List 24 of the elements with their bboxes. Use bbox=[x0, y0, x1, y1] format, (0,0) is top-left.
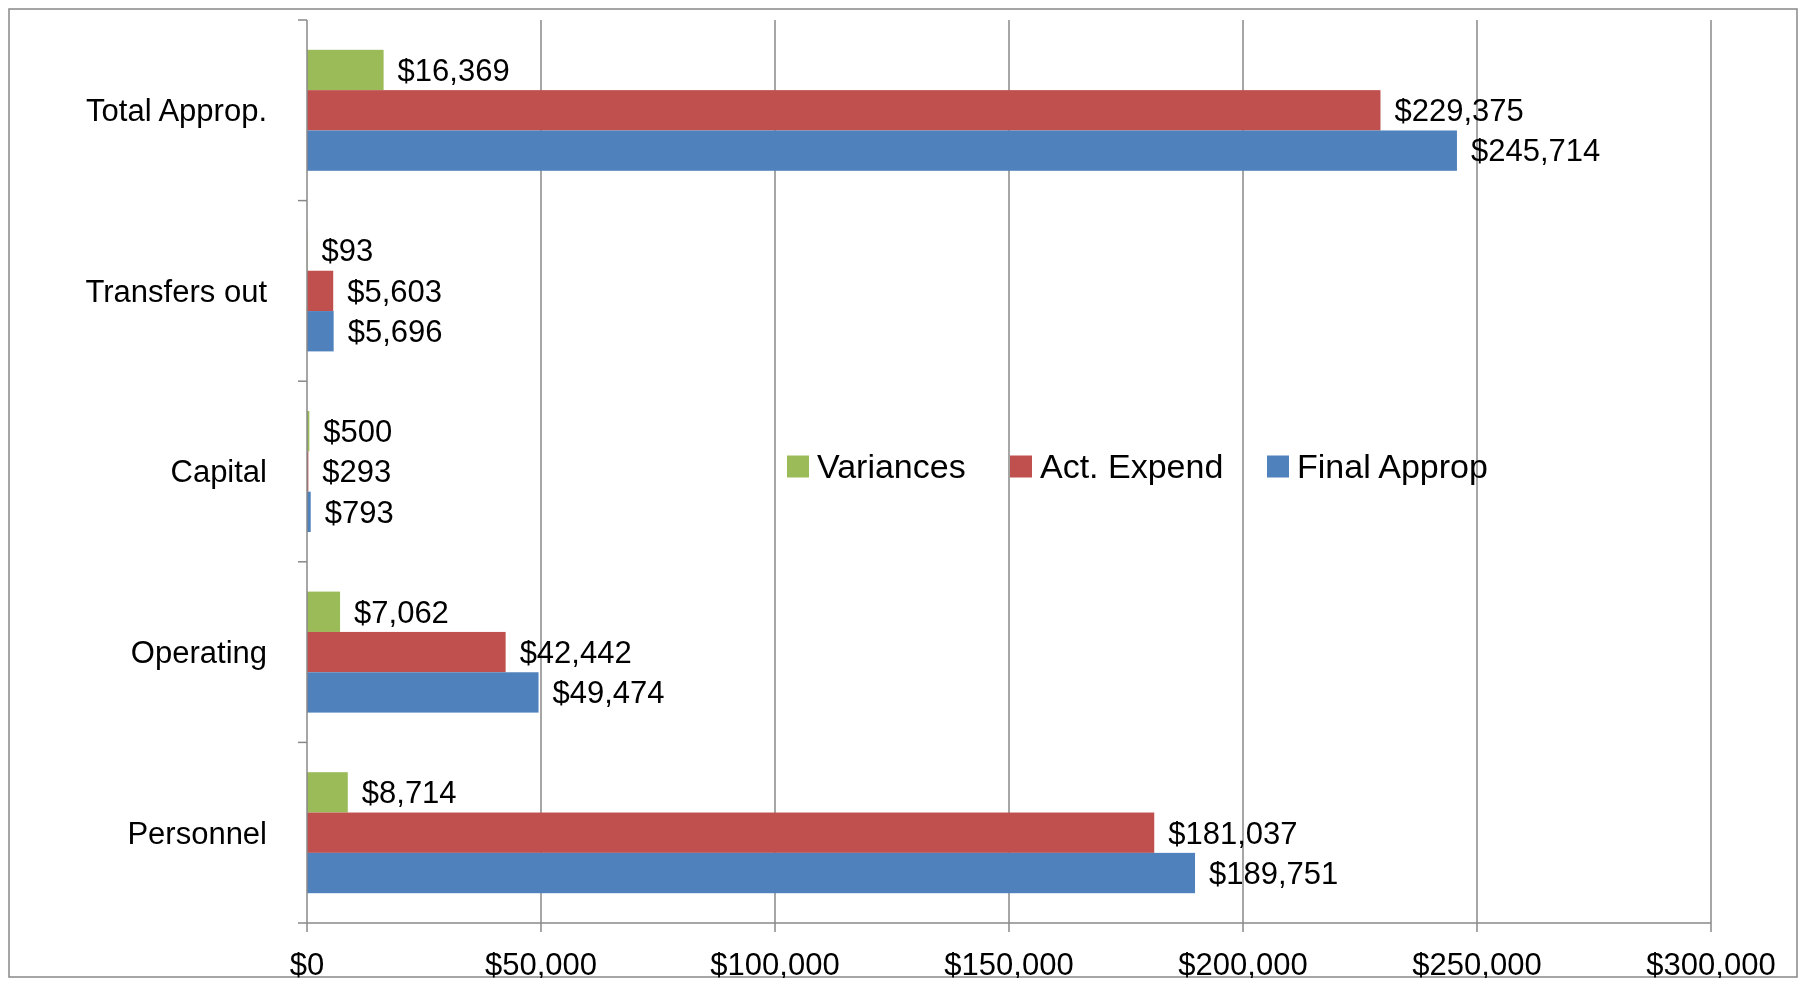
y-tick-label: Transfers out bbox=[85, 273, 268, 309]
data-label: $793 bbox=[324, 494, 394, 530]
y-tick-label: Personnel bbox=[127, 815, 267, 851]
data-label: $5,603 bbox=[347, 273, 443, 309]
data-label: $42,442 bbox=[519, 634, 632, 670]
y-tick-label: Capital bbox=[170, 454, 267, 490]
data-label: $500 bbox=[323, 414, 393, 450]
data-label: $245,714 bbox=[1470, 133, 1601, 169]
legend-label: Final Approp bbox=[1297, 447, 1488, 486]
data-label: $49,474 bbox=[552, 675, 665, 711]
x-tick-label: $0 bbox=[289, 947, 325, 982]
data-label: $189,751 bbox=[1209, 855, 1339, 891]
data-label: $229,375 bbox=[1394, 93, 1524, 129]
data-label: $293 bbox=[322, 454, 392, 490]
data-label: $8,714 bbox=[361, 775, 457, 811]
legend-label: Variances bbox=[817, 447, 966, 486]
legend-label: Act. Expend bbox=[1040, 447, 1224, 486]
data-label: $5,696 bbox=[347, 314, 443, 350]
y-tick-label: Operating bbox=[130, 634, 267, 670]
data-label: $16,369 bbox=[397, 52, 510, 88]
y-tick-label: Total Approp. bbox=[86, 93, 267, 129]
data-label: $7,062 bbox=[354, 594, 449, 630]
data-label: $93 bbox=[321, 233, 374, 269]
data-label: $181,037 bbox=[1168, 815, 1298, 851]
